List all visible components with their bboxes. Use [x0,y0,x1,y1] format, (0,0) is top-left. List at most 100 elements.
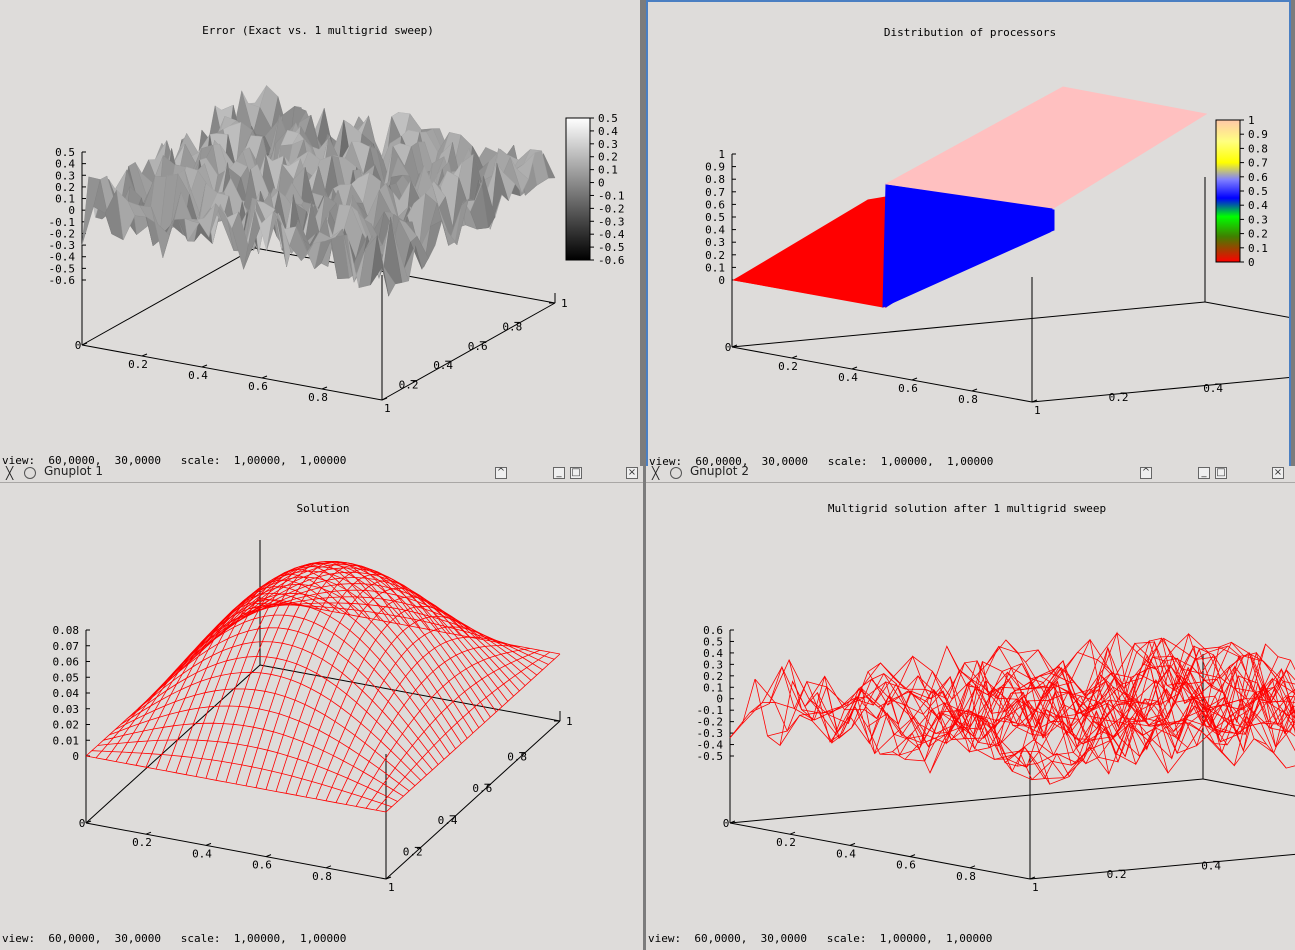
wire-line [867,668,1295,744]
z-tick-label: 0.04 [53,687,80,700]
solution-surface-plot: 0 0.2 0.4 0.6 0.8 1 0.2 0.4 0.6 0.8 1 0.08 0.07 0.06 0… [53,502,573,894]
z-tick-label: 0.9 [705,161,725,174]
colorbox-label: 0.6 [1248,171,1268,184]
y-tick-label: 1 [561,297,568,310]
y-tick-label: 0.4 [1203,382,1223,395]
gnuplot-window-error: 0 0.2 0.4 0.6 0.8 1 0.2 0.4 0.6 0.8 1 0.5 0.4 0.3 0.2 0… [0,0,640,470]
colorbox-label: 0.4 [598,125,618,138]
window-menu-icon[interactable] [670,467,682,479]
x-tick-mark [141,353,148,357]
z-tick-label: 0.7 [705,186,725,199]
x-tick-label: 0.8 [308,391,328,404]
z-tick-label: 0 [72,750,79,763]
wire-line [355,648,531,807]
wire-line [385,653,561,813]
z-tick-label: 0.2 [705,249,725,262]
close-button[interactable]: × [626,467,638,479]
minimize-button[interactable]: _ [1198,467,1210,479]
close-button[interactable]: × [1272,467,1284,479]
x-tick-mark [1031,399,1038,403]
z-tick-label: -0.4 [49,251,76,264]
x-tick-mark [325,865,332,869]
z-tick-label: 0.03 [53,703,80,716]
z-tick-label: 1 [718,148,725,161]
x-tick-mark [1029,876,1036,880]
z-tick-label: 0.6 [705,198,725,211]
window-titlebar[interactable]: ╳ Gnuplot 1 ^ _ □ × [0,466,643,483]
z-tick-label: 0.1 [703,681,723,694]
x-tick-mark [911,377,918,381]
base-right-line [1204,301,1289,318]
shade-button[interactable]: ^ [1140,467,1152,479]
colorbox-label: 0 [598,177,605,190]
z-tick-label: 0.3 [55,169,75,182]
z-tick-label: -0.3 [697,727,724,740]
y-tick-label: 0.2 [399,379,419,392]
wire-line [236,589,538,676]
z-tick-label: 0.1 [705,261,725,274]
x-tick-label: 0.2 [128,358,148,371]
colorbox-label: -0.3 [598,215,625,228]
wire-line [779,641,1254,746]
wire-line [904,674,1295,762]
status-bar: view: 60,0000, 30,0000 scale: 1,00000, 1… [2,454,347,467]
wire-line [365,649,541,809]
gnuplot-window-distribution: 00.20.40.60.810.20.40.60.8110.90.80.70.6… [646,0,1291,470]
wire-line [190,561,491,718]
x-tick-label: 0.4 [188,369,208,382]
wire-line [105,601,281,760]
window-titlebar[interactable]: ╳ Gnuplot 2 ^ _ □ × [646,466,1295,483]
status-bar: view: 60,0000, 30,0000 scale: 1,00000, 1… [649,455,994,468]
wire-line [103,722,404,797]
z-tick-label: -0.1 [49,216,76,229]
maximize-button[interactable]: □ [1215,467,1227,479]
x-tick-label: 0.6 [896,859,916,872]
x-axis-line [85,822,387,880]
z-tick-label: 0.6 [703,624,723,637]
z-tick-label: 0.4 [55,158,75,171]
x-tick-mark [789,831,796,835]
x-logo-icon[interactable]: ╳ [652,466,660,480]
x-tick-mark [731,344,738,348]
wire-line [879,666,1295,756]
x-logo-icon[interactable]: ╳ [6,466,14,480]
z-tick-label: 0.5 [703,635,723,648]
wire-line [207,564,509,702]
window-menu-icon[interactable] [24,467,36,479]
y-tick-label: 0.4 [1201,859,1221,872]
error-surface-series [81,85,556,297]
wire-line [817,641,1291,734]
x-axis-line [81,344,383,401]
z-tick-label: 0.3 [703,658,723,671]
x-tick-mark [85,820,92,824]
shade-button[interactable]: ^ [495,467,507,479]
minimize-button[interactable]: _ [553,467,565,479]
colorbox-label: 0.9 [1248,128,1268,141]
x-tick-label: 0.6 [898,382,918,395]
base-back-line [81,247,256,346]
x-tick-label: 0 [725,341,732,354]
z-tick-label: 0.4 [705,224,725,237]
processor-region-pink [884,86,1208,210]
z-tick-label: -0.2 [697,716,724,729]
z-tick-label: 0 [716,693,723,706]
y-tick-label: 0.2 [403,845,423,858]
x-tick-label: 1 [1034,404,1041,417]
plot-title: Multigrid solution after 1 multigrid swe… [828,502,1106,515]
wire-line [145,592,321,768]
x-tick-label: 1 [384,402,391,415]
colorbox-label: 0.5 [598,112,618,125]
z-tick-label: 0.02 [53,719,80,732]
plot-title: Distribution of processors [884,26,1056,39]
x-tick-mark [849,842,856,846]
wire-line [967,683,1295,768]
z-tick-label: 0.01 [53,734,80,747]
wire-line [345,645,521,805]
z-tick-label: 0 [68,204,75,217]
maximize-button[interactable]: □ [570,467,582,479]
x-axis-line [731,346,1033,403]
wire-line [829,655,1295,748]
x-tick-mark [205,842,212,846]
z-tick-label: -0.4 [697,739,724,752]
x-tick-mark [909,854,916,858]
